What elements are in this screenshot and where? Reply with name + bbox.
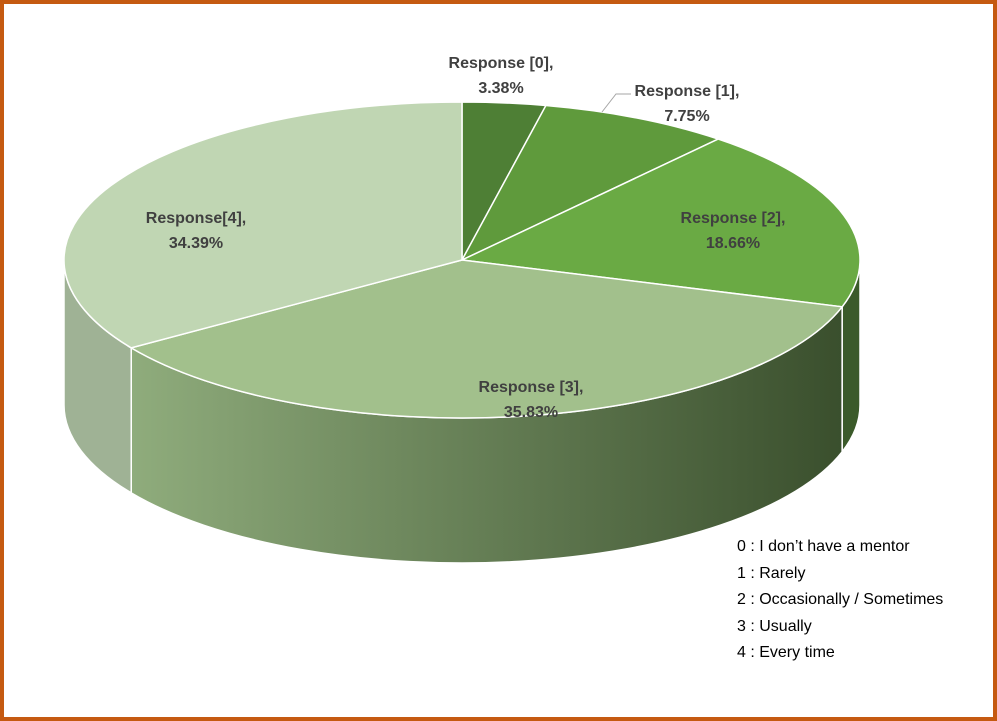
leader-line: [601, 93, 631, 113]
notes: 0 : I don’t have a mentor 1 : Rarely 2 : O…: [737, 534, 987, 667]
slice: [129, 259, 844, 419]
data-label-value: 35.83%: [504, 404, 558, 421]
note: 2 : Occasionally / Sometimes: [737, 591, 944, 608]
data-label-name: Response [3],: [479, 379, 584, 396]
data-label-value: 34.39%: [169, 235, 223, 252]
data-label-name: Response [0],: [449, 55, 554, 72]
data-label-name: Response [1],: [635, 83, 740, 100]
data-label-value: 7.75%: [664, 108, 709, 125]
data-label-value: 18.66%: [706, 235, 760, 252]
note: 3 : Usually: [737, 617, 812, 635]
slice: [460, 104, 721, 262]
data-label-value: 3.38%: [478, 80, 523, 97]
slice: [459, 138, 861, 308]
slice: [63, 101, 463, 349]
note: 4 : Every time: [737, 644, 835, 661]
data-label-name: Response[4],: [146, 210, 246, 227]
note: 0 : I don’t have a mentor: [737, 538, 910, 555]
note: 1 : Rarely: [737, 564, 806, 582]
data-label-name: Response [2],: [681, 210, 786, 227]
chart: Response [0], 3.38% Response [1], 7.75% Resp…: [63, 55, 861, 564]
